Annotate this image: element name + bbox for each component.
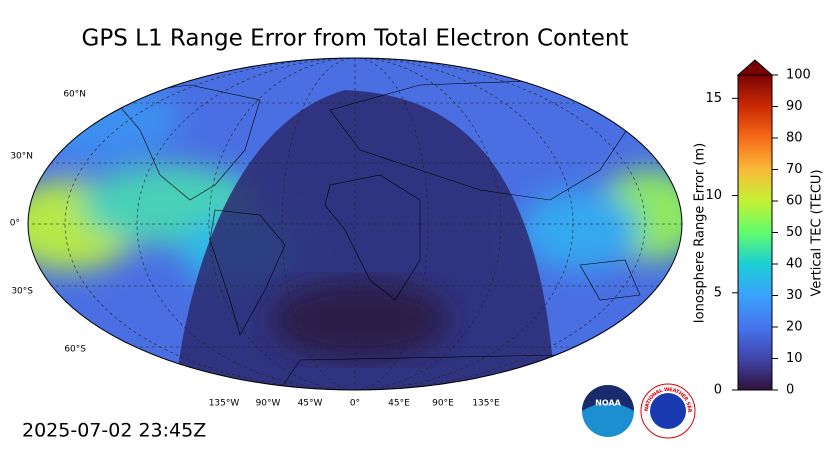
colorbar bbox=[737, 74, 773, 391]
tick-label: 100 bbox=[786, 68, 811, 83]
lat-label: 60°S bbox=[64, 345, 86, 355]
tick-label: 90 bbox=[786, 99, 803, 114]
lat-label: 30°S bbox=[11, 287, 33, 297]
colorbar-label: Vertical TEC (TECU) bbox=[810, 169, 825, 296]
lon-label: 0° bbox=[350, 399, 360, 409]
tick-label: 0 bbox=[714, 383, 722, 398]
tick-label: 20 bbox=[786, 320, 803, 335]
tick-label: 5 bbox=[714, 285, 722, 300]
tick-label: 15 bbox=[705, 91, 722, 106]
noaa-logo: NOAA bbox=[582, 385, 634, 437]
tick-label: 70 bbox=[786, 162, 803, 177]
tick-label: 50 bbox=[786, 225, 803, 240]
map bbox=[28, 58, 682, 390]
lon-label: 90°W bbox=[256, 399, 281, 409]
tick-label: 10 bbox=[786, 351, 803, 366]
lon-label: 45°E bbox=[388, 399, 410, 409]
timestamp: 2025-07-02 23:45Z bbox=[22, 420, 206, 442]
lon-label: 45°W bbox=[298, 399, 323, 409]
tick-label: 60 bbox=[786, 194, 803, 209]
lat-label: 60°N bbox=[63, 90, 86, 100]
tick-label: 40 bbox=[786, 257, 803, 272]
noaa-text: NOAA bbox=[595, 399, 621, 408]
tick-label: 30 bbox=[786, 288, 803, 303]
colorbar-extend bbox=[736, 59, 774, 76]
lon-label: 135°W bbox=[209, 399, 240, 409]
lon-label: 135°E bbox=[472, 399, 500, 409]
tick-label: 80 bbox=[786, 131, 803, 146]
lon-label: 90°E bbox=[432, 399, 454, 409]
tick-label: 0 bbox=[786, 383, 794, 398]
lat-label: 0° bbox=[10, 219, 20, 229]
range-label: Ionosphere Range Error (m) bbox=[693, 143, 708, 323]
tick-label: 10 bbox=[705, 188, 722, 203]
title: GPS L1 Range Error from Total Electron C… bbox=[82, 26, 629, 52]
map-border bbox=[27, 57, 683, 391]
lat-label: 30°N bbox=[10, 152, 33, 162]
